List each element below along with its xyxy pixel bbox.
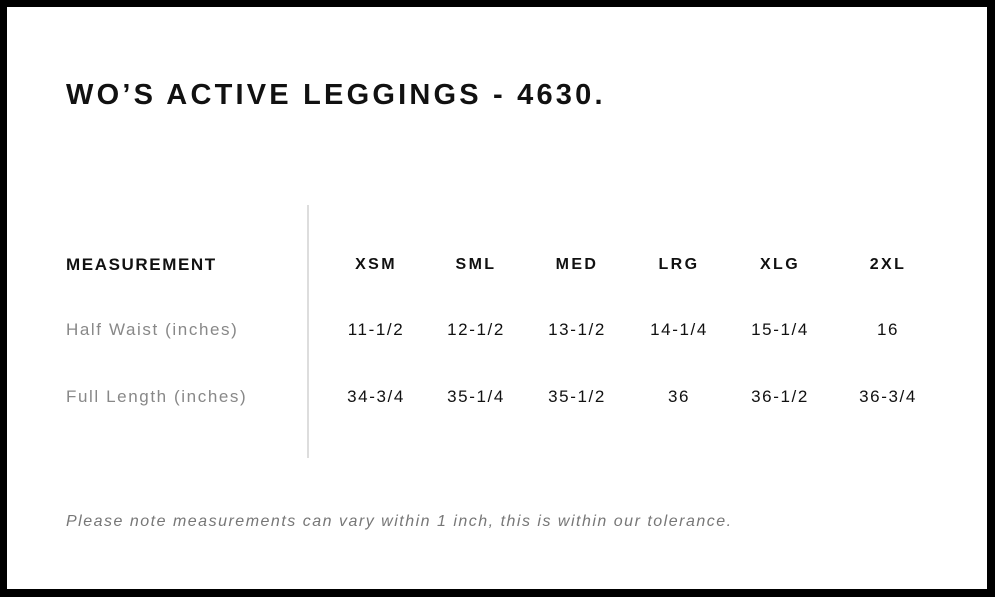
- size-header-sml: SML: [455, 256, 497, 273]
- size-header-med: MED: [555, 256, 599, 273]
- page-title: WO’S ACTIVE LEGGINGS - 4630.: [66, 79, 606, 111]
- table-cell: 36-1/2: [751, 387, 809, 406]
- table-cell: 36-3/4: [859, 387, 917, 406]
- table-cell: 35-1/2: [548, 387, 606, 406]
- table-cell: 14-1/4: [650, 320, 708, 339]
- size-header-2xl: 2XL: [869, 256, 907, 273]
- size-chart-card: WO’S ACTIVE LEGGINGS - 4630. MEASUREMENT…: [7, 7, 987, 589]
- table-cell: 36: [667, 387, 691, 406]
- table-cell: 16: [876, 320, 900, 339]
- table-cell: 13-1/2: [548, 320, 606, 339]
- table-cell: 15-1/4: [751, 320, 809, 339]
- size-header-xsm: XSM: [355, 256, 397, 273]
- column-divider: [307, 205, 309, 458]
- row-label: Half Waist (inches): [66, 320, 239, 339]
- table-cell: 34-3/4: [347, 387, 405, 406]
- tolerance-note: Please note measurements can vary within…: [66, 513, 733, 530]
- header-measurement: MEASUREMENT: [66, 255, 217, 274]
- table-cell: 11-1/2: [347, 320, 405, 339]
- size-header-xlg: XLG: [759, 256, 801, 273]
- table-cell: 35-1/4: [447, 387, 505, 406]
- table-cell: 12-1/2: [447, 320, 505, 339]
- row-label: Full Length (inches): [66, 387, 248, 406]
- size-header-lrg: LRG: [658, 256, 700, 273]
